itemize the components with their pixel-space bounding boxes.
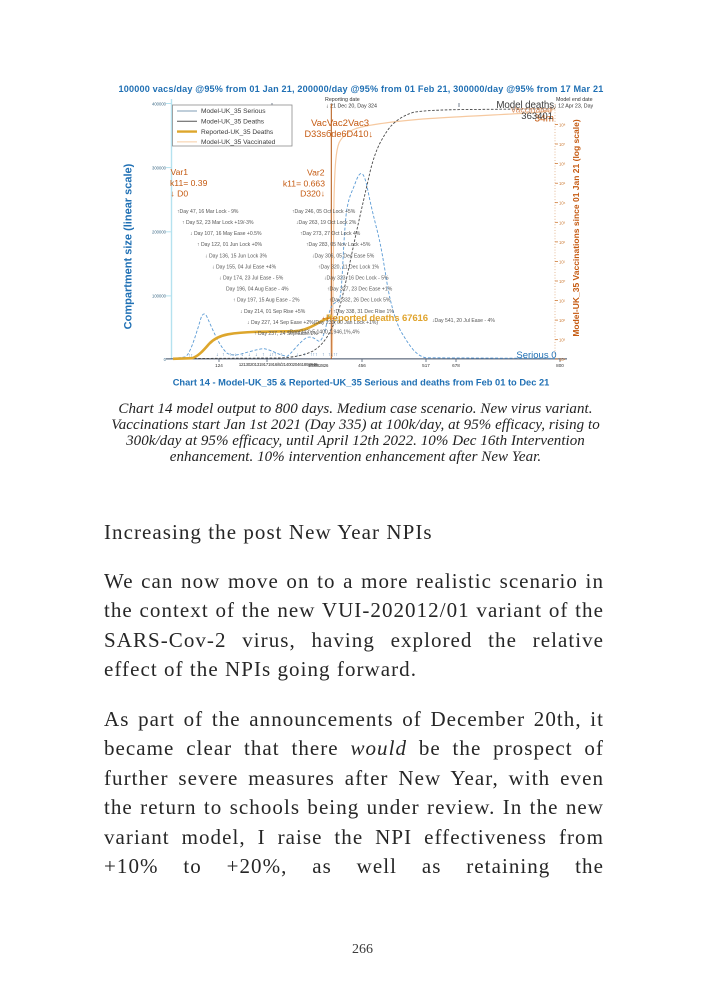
svg-text:↓ Day 227, 14 Sep Ease +2%(Day: ↓ Day 227, 14 Sep Ease +2%(Day 233, 00 J…	[247, 320, 378, 326]
svg-text:↓Day 306, 05 Dec Ease 5%: ↓Day 306, 05 Dec Ease 5%	[312, 253, 375, 259]
svg-text:↑Rep(343),5,1400,1,946,1%,4%: ↑Rep(343),5,1400,1,946,1%,4%	[287, 330, 360, 336]
svg-text:400000: 400000	[152, 101, 167, 106]
svg-text:↑: ↑	[322, 352, 325, 358]
svg-text:Model-UK_35 Serious: Model-UK_35 Serious	[201, 108, 266, 115]
svg-text:10⁸: 10⁸	[559, 123, 566, 128]
svg-text:10⁵: 10⁵	[559, 181, 566, 186]
svg-text:D33ѕбdе6D410↓: D33ѕбdе6D410↓	[305, 129, 374, 139]
svg-text:Reporting date: Reporting date	[325, 97, 360, 103]
svg-text:↓Day 541, 20 Jul Ease - 4%: ↓Day 541, 20 Jul Ease - 4%	[432, 318, 495, 324]
svg-text:↓↑↑: ↓↑↑	[269, 352, 277, 358]
svg-text:12130201319171916/8/2140020461: 12130201319171916/8/2140020461892949	[239, 362, 318, 367]
svg-text:517: 517	[422, 363, 430, 368]
svg-text:10⁷: 10⁷	[559, 142, 566, 147]
svg-text:↑: ↑	[222, 352, 225, 358]
svg-text:Compartment size (linear scale: Compartment size (linear scale)	[123, 163, 135, 329]
svg-text:↑: ↑	[280, 352, 283, 358]
svg-text:↑Day 246, 05 Oct Lock +5%: ↑Day 246, 05 Oct Lock +5%	[292, 209, 356, 215]
svg-text:10²: 10²	[559, 240, 566, 245]
svg-text:678: 678	[452, 363, 460, 368]
svg-text:Model-UK_35 Deaths: Model-UK_35 Deaths	[201, 119, 265, 126]
svg-text:↓: ↓	[255, 352, 258, 358]
svg-text:↑: ↑	[262, 352, 265, 358]
svg-text:103082826: 103082826	[308, 363, 329, 368]
svg-text:↓ 21 Dec 20, Day 324: ↓ 21 Dec 20, Day 324	[326, 104, 377, 110]
svg-text:k11= 0.663: k11= 0.663	[283, 179, 325, 189]
svg-text:800: 800	[556, 363, 564, 368]
svg-text:Var2: Var2	[307, 168, 325, 178]
svg-text:↓ D0: ↓ D0	[171, 189, 189, 199]
svg-text:↑: ↑	[303, 352, 306, 358]
svg-text:↑ Day 52, 23 Mar Lock +19/-3%: ↑ Day 52, 23 Mar Lock +19/-3%	[182, 220, 254, 226]
svg-text:↑Day 320, 11 Dec Lock 1%: ↑Day 320, 11 Dec Lock 1%	[318, 264, 380, 270]
svg-text:Reported deaths 67616: Reported deaths 67616	[326, 313, 428, 324]
svg-text:↓Day 263, 19 Oct Lock 2%: ↓Day 263, 19 Oct Lock 2%	[296, 220, 357, 226]
svg-text:Chart 14 - Model-UK_35 & Repor: Chart 14 - Model-UK_35 & Reported-UK_35 …	[173, 377, 550, 387]
svg-text:↓: ↓	[216, 352, 219, 358]
svg-text:10¹: 10¹	[559, 259, 566, 264]
svg-text:VacVac2Vac3: VacVac2Vac3	[311, 118, 369, 129]
svg-text:456: 456	[358, 363, 366, 368]
svg-text:D320↓: D320↓	[300, 189, 325, 199]
svg-text:100000 vacs/day @95% from 01 J: 100000 vacs/day @95% from 01 Jan 21, 200…	[119, 84, 604, 94]
svg-text:↑Day 47, 16 Mar Lock - 9%: ↑Day 47, 16 Mar Lock - 9%	[177, 209, 239, 215]
svg-text:34m: 34m	[535, 114, 554, 125]
svg-text:Model-UK_35 Vaccinations since: Model-UK_35 Vaccinations since 01 Jan 21…	[571, 119, 581, 336]
svg-text:200000: 200000	[152, 230, 167, 235]
svg-text:124: 124	[215, 363, 223, 368]
svg-text:k11= 0.39: k11= 0.39	[170, 178, 208, 188]
svg-text:↑↑↑: ↑↑↑	[310, 352, 318, 358]
svg-text:↓ 12 Apr 23, Day: ↓ 12 Apr 23, Day	[554, 104, 594, 110]
svg-text:Serious 0: Serious 0	[516, 350, 556, 361]
svg-text:Vaccinated: Vaccinated	[511, 105, 553, 115]
svg-text:↑–↓: ↑–↓	[229, 352, 237, 358]
svg-text:↑ Day 122, 01 Jun Lock +0%: ↑ Day 122, 01 Jun Lock +0%	[197, 242, 262, 248]
svg-text:Model-UK_35 Vaccinated: Model-UK_35 Vaccinated	[201, 139, 276, 146]
svg-text:↑Day 273, 27 Oct Lock 4%: ↑Day 273, 27 Oct Lock 4%	[300, 231, 361, 237]
svg-text:10⁶: 10⁶	[559, 162, 566, 167]
svg-text:↓: ↓	[248, 352, 251, 358]
svg-text:↓Day 323, 16 Dec Lock - 5%: ↓Day 323, 16 Dec Lock - 5%	[324, 276, 389, 282]
svg-text:↓: ↓	[241, 352, 244, 358]
svg-text:↑Day 327, 23 Dec Ease +1%: ↑Day 327, 23 Dec Ease +1%	[327, 287, 393, 293]
svg-text:10²: 10²	[559, 318, 566, 323]
svg-text:10⁰: 10⁰	[559, 279, 566, 284]
svg-text:↑Day 283, 05 Nov Lock +5%: ↑Day 283, 05 Nov Lock +5%	[306, 242, 371, 248]
svg-text:300000: 300000	[152, 165, 167, 170]
svg-text:0: 0	[164, 357, 167, 362]
svg-text:363401: 363401	[521, 111, 553, 122]
svg-text:10⁴: 10⁴	[559, 201, 566, 206]
svg-text:↓ Day 214, 01 Sep Rise +5%: ↓ Day 214, 01 Sep Rise +5%	[240, 309, 306, 315]
svg-text:↑↓↑↑: ↑↓↑↑	[328, 352, 338, 358]
svg-text:↑Day 338, 31 Dec Rise 1%: ↑Day 338, 31 Dec Rise 1%	[333, 309, 394, 315]
svg-text:Var1: Var1	[171, 167, 189, 177]
svg-text:10³: 10³	[559, 220, 566, 225]
svg-text:Model deaths: Model deaths	[496, 100, 554, 111]
svg-text:Model end date: Model end date	[556, 97, 593, 103]
svg-text:↑ Day 197, 15 Aug Ease - 2%: ↑ Day 197, 15 Aug Ease - 2%	[233, 298, 300, 304]
svg-text:10¹: 10¹	[559, 299, 566, 304]
svg-text:Day 196, 04 Aug Ease - 4%: Day 196, 04 Aug Ease - 4%	[226, 287, 289, 293]
svg-text:+ +↓+: + +↓+	[322, 316, 335, 322]
svg-text:↓ Day 155, 04 Jul Ease +4%: ↓ Day 155, 04 Jul Ease +4%	[212, 264, 277, 270]
svg-text:↓ Day 136, 15 Jun Lock 3%: ↓ Day 136, 15 Jun Lock 3%	[205, 253, 267, 259]
svg-text:↓: ↓	[296, 352, 299, 358]
svg-text:↓ Day 174, 23 Jul Ease - 5%: ↓ Day 174, 23 Jul Ease - 5%	[219, 276, 284, 282]
svg-text:Reported-UK_35 Deaths: Reported-UK_35 Deaths	[201, 129, 274, 136]
svg-text:↑Day 332, 26 Dec Lock 5%: ↑Day 332, 26 Dec Lock 5%	[329, 298, 391, 304]
svg-text:↑↑: ↑↑	[188, 353, 193, 359]
svg-text:100000: 100000	[152, 294, 167, 299]
svg-text:10³: 10³	[559, 338, 566, 343]
svg-text:↓ Day 107, 16 May Ease +0.5%: ↓ Day 107, 16 May Ease +0.5%	[190, 231, 262, 237]
svg-text:↑ Day 237, 24 Sep Ease 1%: ↑ Day 237, 24 Sep Ease 1%	[254, 331, 318, 337]
svg-text:10⁴: 10⁴	[559, 357, 566, 362]
